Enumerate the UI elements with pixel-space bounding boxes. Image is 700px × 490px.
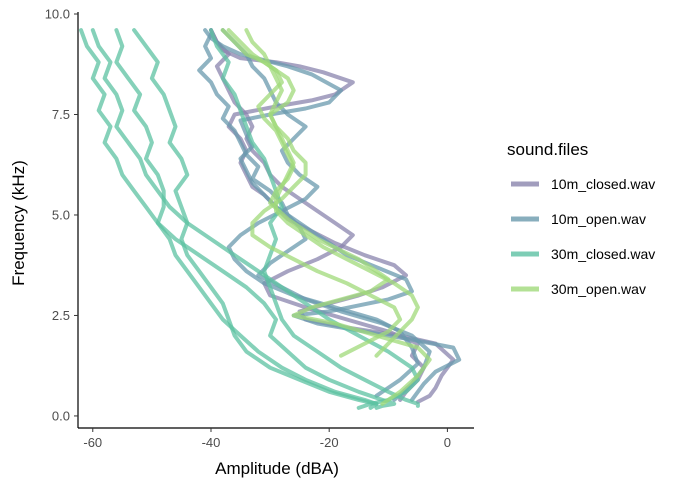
- x-axis-title: Amplitude (dBA): [215, 459, 339, 478]
- axes: 0.0 2.5 5.0 7.5 10.0 -60 -40 -20 0: [45, 7, 474, 450]
- x-tick-label: -20: [320, 435, 339, 450]
- x-tick-label: -40: [202, 435, 221, 450]
- y-tick-label: 10.0: [45, 7, 70, 22]
- y-tick-label: 2.5: [52, 308, 70, 323]
- legend-label: 10m_closed.wav: [551, 176, 655, 192]
- y-tick-label: 0.0: [52, 408, 70, 423]
- legend-label: 30m_closed.wav: [551, 246, 655, 262]
- legend-title: sound.files: [507, 140, 588, 159]
- series-line-30m-open-wav-11: [220, 28, 432, 406]
- series-line-30m-open-wav-10: [226, 28, 403, 358]
- series-line-10m-open-wav-4: [220, 28, 420, 398]
- plot-area: [79, 28, 462, 410]
- x-tick-label: -60: [83, 435, 102, 450]
- y-tick-label: 7.5: [52, 107, 70, 122]
- series-line-30m-closed-wav-8: [132, 28, 379, 406]
- y-axis-title: Frequency (kHz): [9, 160, 28, 286]
- series-line-30m-closed-wav-7: [114, 28, 379, 410]
- series-line-30m-open-wav-12: [244, 28, 420, 358]
- y-tick-label: 5.0: [52, 207, 70, 222]
- series-line-30m-closed-wav-6: [79, 28, 397, 410]
- legend-label: 30m_open.wav: [551, 281, 646, 297]
- series-line-30m-closed-wav-9: [209, 28, 420, 408]
- x-tick-label: 0: [444, 435, 451, 450]
- series-line-10m-open-wav-3: [197, 32, 432, 402]
- legend-label: 10m_open.wav: [551, 211, 646, 227]
- legend: sound.files 10m_closed.wav 10m_open.wav 30…: [507, 140, 655, 297]
